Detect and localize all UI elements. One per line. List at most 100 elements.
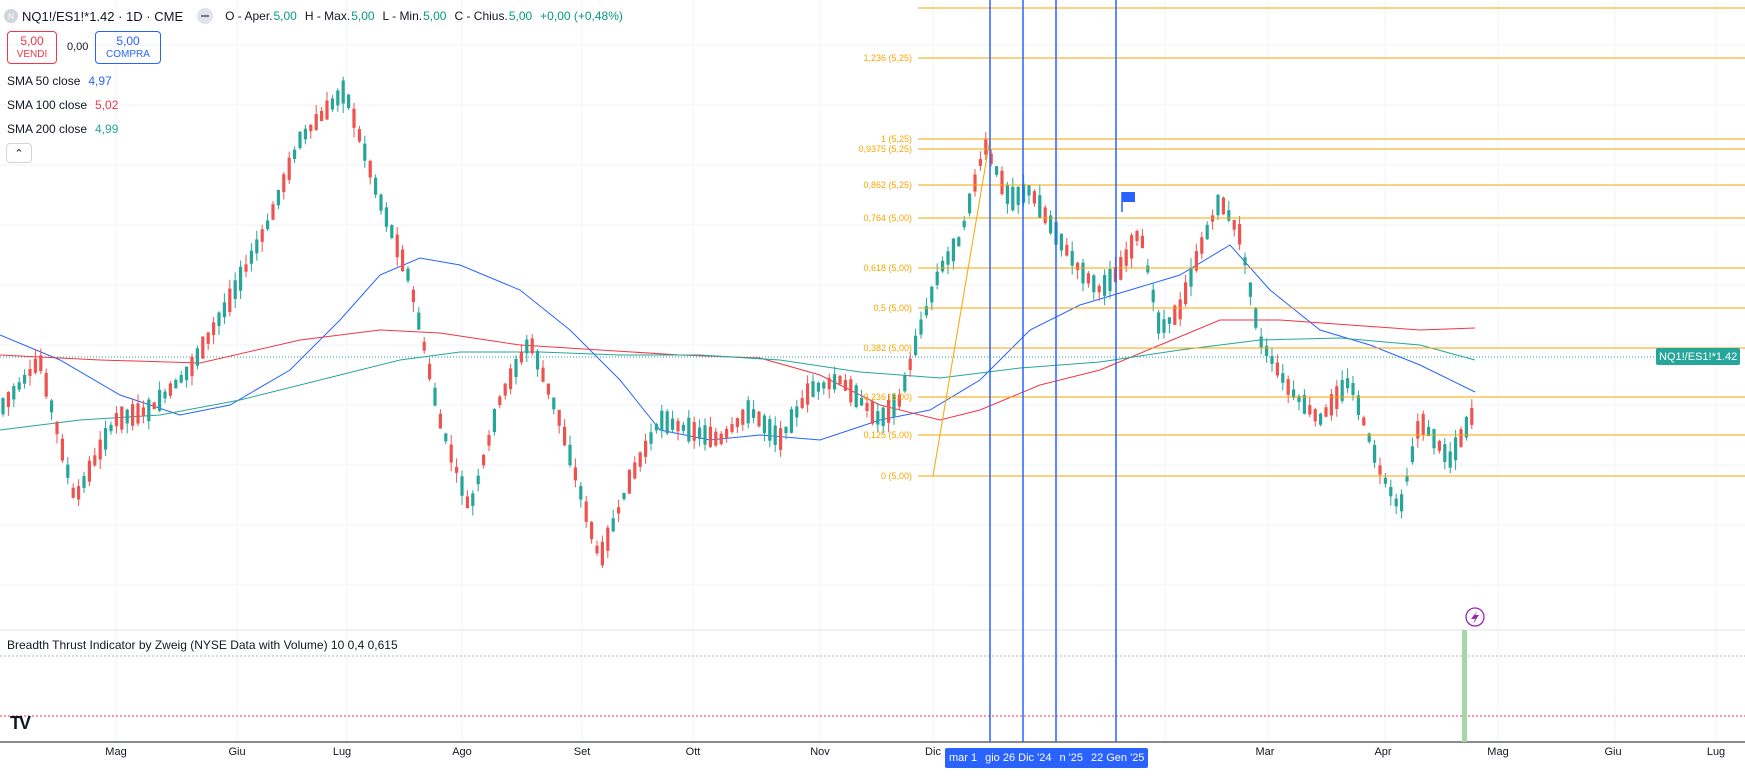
candle-body xyxy=(12,386,16,400)
market-status-icon[interactable] xyxy=(197,8,214,24)
vertical-lines[interactable] xyxy=(989,0,1117,742)
candle-body xyxy=(1238,224,1242,245)
candle-body xyxy=(228,288,232,313)
crosshair-date-label: n '25 xyxy=(1059,752,1083,764)
candle-body xyxy=(422,341,426,351)
candle-body xyxy=(519,351,523,363)
candle-body xyxy=(784,426,788,434)
candle-body xyxy=(584,501,588,522)
sma-50-legend[interactable]: SMA 50 close 4,97 xyxy=(7,74,112,88)
ohlc-value: 5,00 xyxy=(351,9,375,23)
candle-body xyxy=(320,110,324,122)
candle-body xyxy=(417,312,421,330)
candle-body xyxy=(590,521,594,540)
candle-body xyxy=(152,402,156,410)
candle-body xyxy=(595,545,599,554)
fibonacci-retracement[interactable]: 1,236 (5,25) 1 (5,25)0,9375 (5,25) 0,862 (… xyxy=(858,7,1745,481)
candle-body xyxy=(557,409,561,426)
candle-body xyxy=(1076,262,1080,271)
candle-body xyxy=(374,177,378,195)
candle-body xyxy=(897,394,901,407)
candle-body xyxy=(1286,379,1290,395)
candle-body xyxy=(1410,446,1414,463)
candle-body xyxy=(17,382,21,390)
candle-body xyxy=(1200,237,1204,254)
candle-body xyxy=(822,382,826,389)
time-axis-label: Lug xyxy=(1706,746,1726,758)
candle-body xyxy=(449,444,453,463)
candle-body xyxy=(789,409,793,433)
chevron-up-icon: ⌃ xyxy=(14,147,24,160)
ohlc-values: O - Aper.5,00 H - Max.5,00 L - Min.5,00 C -… xyxy=(225,9,540,23)
candle-body xyxy=(336,90,340,106)
fib-level-label: 0,125 (5,00) xyxy=(863,430,912,440)
collapse-legend-button[interactable]: ⌃ xyxy=(6,143,32,163)
candle-body xyxy=(568,444,572,466)
candle-body xyxy=(1313,409,1317,422)
sell-button[interactable]: 5,00 VENDI xyxy=(7,31,57,64)
candle-body xyxy=(1329,394,1333,416)
candle-body xyxy=(968,193,972,214)
fib-level-label: 0,5 (5,00) xyxy=(873,303,912,313)
candle-body xyxy=(433,387,437,406)
fib-level-label: 0,862 (5,25) xyxy=(863,180,912,190)
candle-body xyxy=(98,439,102,460)
candle-body xyxy=(1205,224,1209,240)
candle-body xyxy=(600,541,604,566)
candle-body xyxy=(1470,407,1474,425)
candle-body xyxy=(1437,440,1441,451)
candle-body xyxy=(363,143,367,161)
sma-100-label: SMA 100 close xyxy=(7,98,88,112)
candle-body xyxy=(1189,267,1193,287)
candle-body xyxy=(482,454,486,466)
candle-body xyxy=(827,377,831,390)
candle-body xyxy=(104,428,108,450)
candle-body xyxy=(395,234,399,258)
candle-body xyxy=(741,409,745,425)
candle-body xyxy=(255,239,259,254)
candle-body xyxy=(1097,286,1101,293)
buy-button[interactable]: 5,00 COMPRA xyxy=(95,31,161,64)
sma-50-label: SMA 50 close xyxy=(7,74,81,88)
candle-body xyxy=(1232,220,1236,230)
buy-label: COMPRA xyxy=(106,48,150,60)
candle-body xyxy=(962,220,966,228)
candle-body xyxy=(644,440,648,457)
sma-100-legend[interactable]: SMA 100 close 5,02 xyxy=(7,98,118,112)
candle-body xyxy=(1194,251,1198,271)
candle-body xyxy=(1038,195,1042,218)
candle-body xyxy=(503,383,507,396)
sma-50-line xyxy=(0,244,1476,441)
sma-200-legend[interactable]: SMA 200 close 4,99 xyxy=(7,122,118,136)
candle-body xyxy=(293,149,297,160)
candle-body xyxy=(973,174,977,192)
candle-body xyxy=(1335,386,1339,410)
candle-body xyxy=(919,319,923,335)
candle-body xyxy=(719,433,723,445)
candle-body xyxy=(1081,262,1085,284)
breadth-indicator-title[interactable]: Breadth Thrust Indicator by Zweig (NYSE … xyxy=(7,638,398,652)
candle-body xyxy=(951,238,955,262)
candle-body xyxy=(314,114,318,130)
time-axis[interactable]: Mag Giu Lug Ago Set Ott Nov Dic Mar Apr Mag Giu Lug xyxy=(0,746,1745,766)
candle-body xyxy=(692,422,696,441)
fib-trend-line xyxy=(932,138,991,477)
candle-body xyxy=(330,98,334,110)
candle-body xyxy=(563,426,567,446)
candle-body xyxy=(860,397,864,406)
candle-body xyxy=(1243,257,1247,266)
candle-body xyxy=(195,348,199,366)
spread-value: 0,00 xyxy=(67,41,89,53)
candle-body xyxy=(536,351,540,370)
tradingview-logo-icon[interactable]: TV xyxy=(10,713,31,733)
candle-body xyxy=(465,496,469,508)
candle-body xyxy=(222,302,226,318)
crosshair-date-label: mar 1 xyxy=(949,752,978,764)
candle-body xyxy=(762,415,766,434)
candle-body xyxy=(492,409,496,433)
candle-body xyxy=(1005,184,1009,204)
time-axis-label: Giu xyxy=(228,746,246,758)
moving-averages xyxy=(0,244,1476,441)
symbol-title[interactable]: NQ1!/ES1!*1.42 · 1D · CME xyxy=(22,8,184,24)
